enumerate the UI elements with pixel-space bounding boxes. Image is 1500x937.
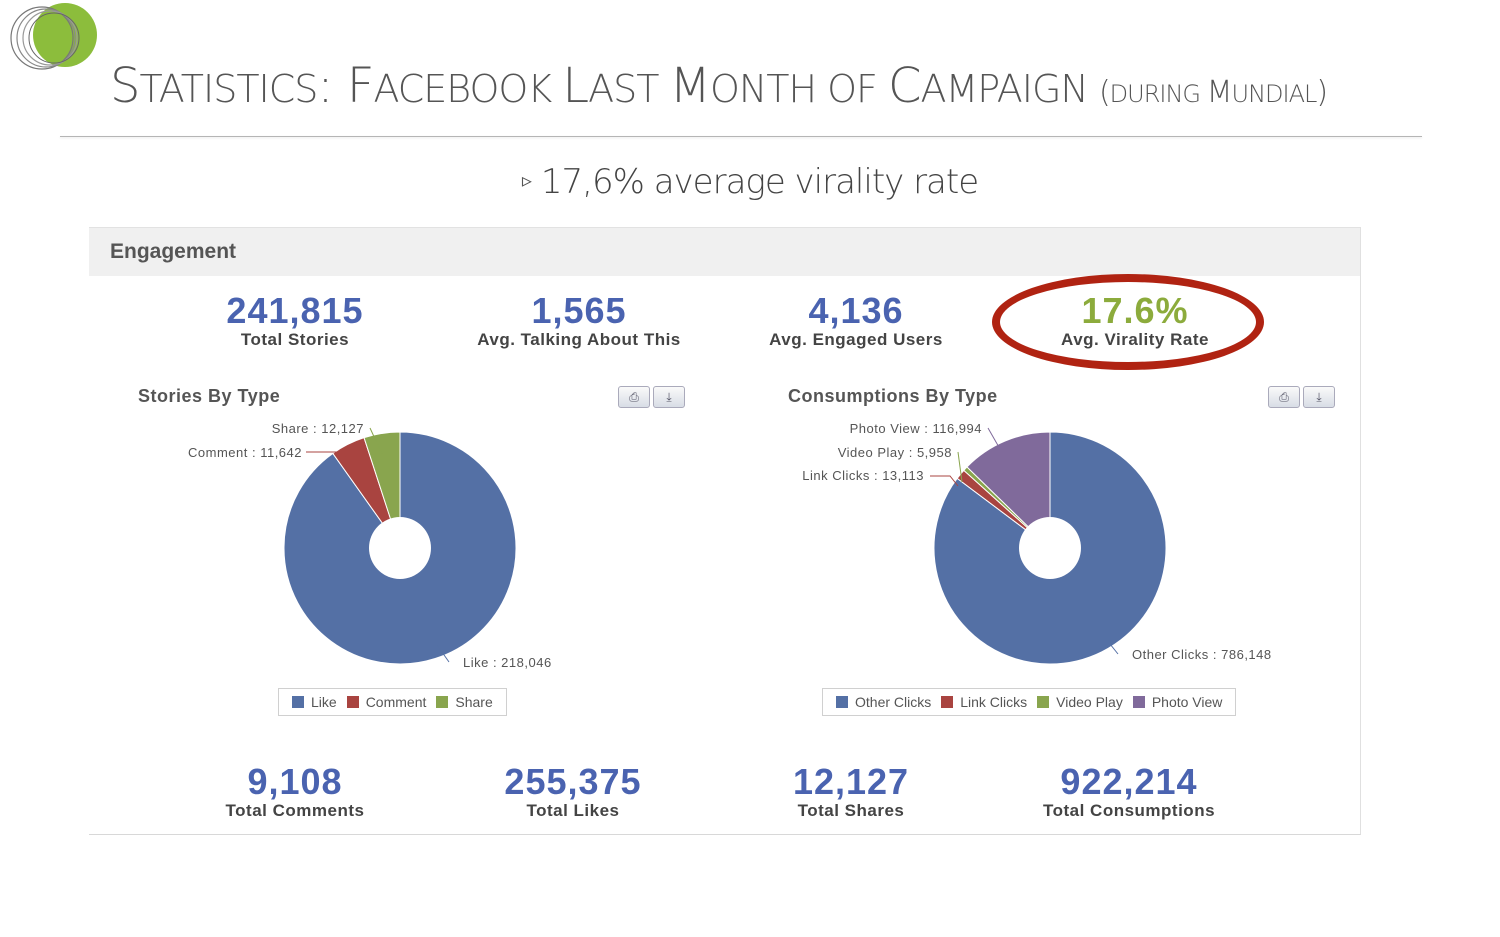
- panel-title: Engagement: [110, 240, 237, 263]
- stat-value: 241,815: [226, 290, 364, 331]
- title-segment: L: [562, 58, 589, 114]
- title-segment: ACEBOOK: [373, 67, 563, 111]
- legend-swatch: [836, 696, 848, 708]
- data-label: Like : 218,046: [463, 655, 552, 670]
- title-segment: (: [1098, 75, 1111, 110]
- stat-value: 1,565: [531, 290, 627, 331]
- stat-value: 12,127: [792, 761, 910, 802]
- data-label: Other Clicks : 786,148: [1132, 647, 1272, 662]
- data-label: Photo View : 116,994: [850, 421, 982, 436]
- legend-item[interactable]: Share: [436, 694, 493, 710]
- virality-highlight-ring: [992, 274, 1264, 370]
- data-label: Link Clicks : 13,113: [802, 468, 924, 483]
- title-segment: DURING: [1109, 80, 1207, 108]
- legend-swatch: [436, 696, 449, 708]
- stat-total-consumptions: 922,214 Total Consumptions: [979, 764, 1279, 821]
- legend-swatch: [292, 696, 304, 708]
- legend-label: Comment: [365, 694, 427, 710]
- stat-value: 9,108: [247, 761, 343, 802]
- data-label: Video Play : 5,958: [838, 445, 952, 460]
- data-label-connector: [436, 644, 450, 663]
- download-button[interactable]: ⤓: [1303, 386, 1335, 408]
- legend-swatch: [941, 696, 954, 708]
- stat-total-shares: 12,127 Total Shares: [701, 764, 1001, 821]
- legend-item[interactable]: Other Clicks: [836, 694, 931, 710]
- stat-value: 4,136: [808, 290, 904, 331]
- legend-swatch: [346, 696, 359, 708]
- stat-value: 255,375: [504, 761, 642, 802]
- legend-item[interactable]: Like: [292, 694, 337, 710]
- stat-label: Avg. Talking About This: [477, 330, 681, 349]
- stat-label: Total Comments: [225, 801, 365, 820]
- legend-label: Like: [311, 694, 337, 710]
- data-label-connector: [306, 451, 349, 463]
- data-label: Share : 12,127: [272, 421, 364, 436]
- brand-logo: [10, 3, 97, 70]
- title-segment: M: [669, 58, 711, 114]
- donut-hole: [1019, 517, 1081, 579]
- chart-title-stories: Stories By Type: [138, 386, 281, 406]
- stat-avg-engaged-users: 4,136 Avg. Engaged Users: [706, 293, 1006, 350]
- data-label-connector: [1101, 633, 1119, 655]
- stat-avg-talking-about: 1,565 Avg. Talking About This: [429, 293, 729, 350]
- title-segment: AMPAIGN: [920, 67, 1099, 111]
- legend-swatch: [1037, 696, 1050, 708]
- stat-label: Total Consumptions: [1042, 801, 1216, 820]
- stat-label: Total Likes: [526, 801, 620, 820]
- title-segment: :: [317, 58, 347, 114]
- legend-label: Other Clicks: [855, 694, 932, 710]
- title-divider: [60, 136, 1422, 137]
- download-icon: ⤓: [1316, 390, 1322, 404]
- pie-slice-photo-view[interactable]: [966, 431, 1051, 550]
- title-segment: C: [888, 58, 922, 114]
- download-button[interactable]: ⤓: [653, 386, 685, 408]
- data-label: Comment : 11,642: [188, 445, 302, 460]
- title-segment: UNDIAL: [1231, 80, 1318, 108]
- title-segment: AST: [588, 67, 670, 111]
- bullet-text: 17,6% average virality rate: [540, 162, 979, 202]
- title-segment: M: [1206, 75, 1233, 110]
- slide-title: STATISTICS: FACEBOOK LAST MONTH OF CAMPA…: [110, 58, 1410, 114]
- stat-label: Total Stories: [240, 330, 350, 349]
- donut-hole: [369, 517, 431, 579]
- title-segment: S: [110, 58, 140, 114]
- legend-item[interactable]: Photo View: [1132, 694, 1223, 710]
- data-label-connector: [369, 427, 383, 455]
- stat-total-likes: 255,375 Total Likes: [423, 764, 723, 821]
- title-segment: TATISTICS: [139, 67, 318, 111]
- title-segment: ONTH OF: [709, 67, 888, 111]
- legend-item[interactable]: Link Clicks: [941, 694, 1027, 710]
- legend-item[interactable]: Comment: [346, 694, 427, 710]
- title-segment: F: [346, 58, 375, 114]
- print-button[interactable]: ⎙: [618, 386, 650, 408]
- stat-total-comments: 9,108 Total Comments: [145, 764, 445, 821]
- stat-total-stories: 241,815 Total Stories: [145, 293, 445, 350]
- stat-label: Avg. Engaged Users: [769, 330, 943, 349]
- stat-value: 922,214: [1060, 761, 1198, 802]
- legend-swatch: [1132, 696, 1145, 708]
- stat-label: Total Shares: [797, 801, 905, 820]
- legend-label: Share: [455, 694, 493, 710]
- bullet-marker-icon: ▹: [521, 168, 532, 192]
- print-icon: ⎙: [629, 390, 639, 404]
- data-label-connector: [987, 427, 1005, 457]
- bullet-point: ▹ 17,6% average virality rate: [0, 162, 1500, 202]
- title-segment: ): [1316, 75, 1328, 110]
- consumptions-legend: Other Clicks Link Clicks Video Play Photo V…: [822, 688, 1237, 716]
- chart-title-consumptions: Consumptions By Type: [788, 386, 998, 406]
- panel-header: Engagement: [89, 227, 1360, 276]
- print-button[interactable]: ⎙: [1268, 386, 1300, 408]
- legend-label: Video Play: [1056, 694, 1123, 710]
- data-label-connector: [930, 475, 959, 487]
- legend-label: Link Clicks: [960, 694, 1028, 710]
- download-icon: ⤓: [666, 390, 672, 404]
- print-icon: ⎙: [1279, 390, 1289, 404]
- legend-label: Photo View: [1151, 694, 1223, 710]
- stories-legend: Like Comment Share: [278, 688, 507, 716]
- data-label-connector: [957, 451, 963, 483]
- legend-item[interactable]: Video Play: [1037, 694, 1123, 710]
